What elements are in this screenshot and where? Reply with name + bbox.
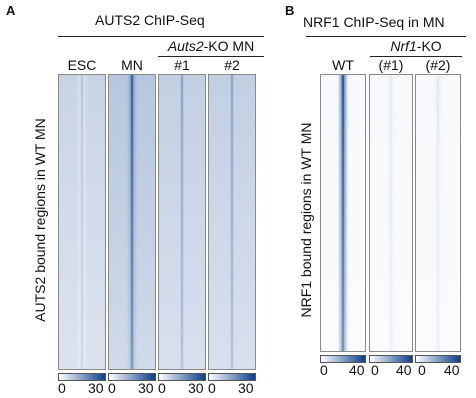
panel-b-heatmap-ko1 — [369, 74, 413, 352]
panel-a-cbar-min: 0 — [58, 380, 66, 396]
panel-b-cbar-min: 0 — [418, 362, 426, 378]
panel-a-col-mn: MN — [121, 57, 143, 73]
panel-a-col-esc: ESC — [67, 57, 97, 73]
panel-b-colorbar — [320, 355, 366, 363]
panel-a-cbar-max: 30 — [88, 380, 104, 396]
panel-a-heatmap-ko1 — [158, 74, 206, 370]
panel-b-col-ko1: (#1) — [378, 57, 404, 73]
panel-b-title: NRF1 ChIP-Seq in MN — [303, 14, 445, 30]
panel-b-colorbar — [415, 355, 461, 363]
panel-a-heatmap-esc — [58, 74, 106, 370]
panel-b-cbar-min: 0 — [371, 362, 379, 378]
panel-b-cbar-max: 40 — [444, 362, 460, 378]
panel-b-ko-label: Nrf1-KO — [370, 38, 462, 54]
panel-b-heatmap-ko2 — [415, 74, 461, 352]
panel-a-cbar-max: 30 — [188, 380, 204, 396]
panel-b-cbar-max: 40 — [396, 362, 412, 378]
panel-a-colorbar — [108, 373, 156, 381]
panel-a-col-ko2: #2 — [224, 57, 240, 73]
panel-b-ko-rule — [370, 56, 462, 57]
panel-b-cbar-min: 0 — [320, 362, 328, 378]
panel-a-ko-rule — [158, 56, 264, 57]
panel-a-colorbar — [58, 373, 106, 381]
panel-b-title-rule — [306, 36, 466, 37]
panel-a-cbar-max: 30 — [238, 380, 254, 396]
panel-b-ko-gene: Nrf1 — [390, 38, 417, 54]
panel-b-ko-suffix: -KO — [416, 38, 442, 54]
panel-a-title-rule — [58, 36, 264, 37]
panel-a-colorbar — [208, 373, 256, 381]
panel-a-col-ko1: #1 — [174, 57, 190, 73]
panel-a-ko-label: Auts2-KO MN — [155, 38, 267, 54]
panel-b-y-label: NRF1 bound regions in WT MN — [298, 122, 314, 318]
panel-a-cbar-min: 0 — [158, 380, 166, 396]
panel-b-cbar-max: 40 — [349, 362, 365, 378]
panel-a-letter: A — [6, 3, 16, 18]
panel-b-heatmap-wt — [320, 74, 366, 352]
panel-b-col-wt: WT — [332, 57, 354, 73]
panel-a-title: AUTS2 ChIP-Seq — [95, 12, 205, 28]
panel-a-cbar-max: 30 — [138, 380, 154, 396]
panel-b-colorbar — [369, 355, 413, 363]
panel-a-cbar-min: 0 — [108, 380, 116, 396]
panel-a-heatmap-mn — [108, 74, 156, 370]
panel-a-colorbar — [158, 373, 206, 381]
panel-a-ko-gene: Auts2 — [167, 38, 204, 54]
panel-a-y-label: AUTS2 bound regions in WT MN — [32, 118, 48, 322]
panel-a-heatmap-ko2 — [208, 74, 256, 370]
panel-b-letter: B — [285, 3, 295, 18]
panel-a-cbar-min: 0 — [208, 380, 216, 396]
panel-b-col-ko2: (#2) — [425, 57, 451, 73]
panel-a-ko-suffix: -KO MN — [203, 38, 255, 54]
